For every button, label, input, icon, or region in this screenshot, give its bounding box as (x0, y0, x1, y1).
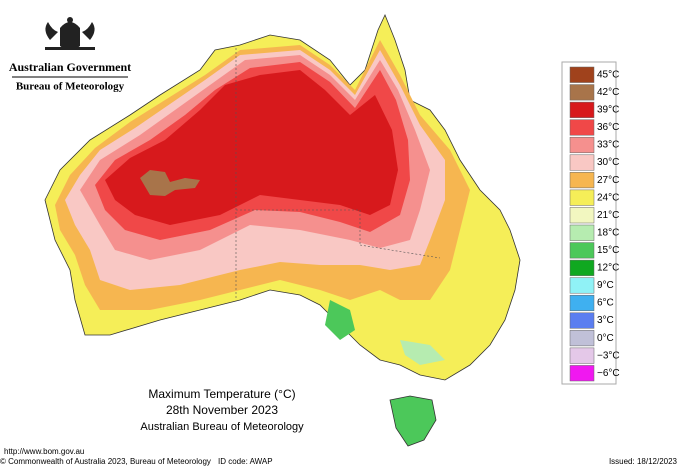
legend-label: 36°C (597, 122, 619, 133)
legend-swatch (569, 330, 595, 347)
footer-copyright: © Commonwealth of Australia 2023, Bureau… (0, 457, 211, 466)
crest (45, 17, 95, 50)
legend-label: 30°C (597, 157, 619, 168)
legend-swatch (569, 154, 595, 171)
legend-label: 27°C (597, 175, 619, 186)
subtitle: Australian Bureau of Meteorology (140, 421, 304, 433)
title: Maximum Temperature (°C) (148, 387, 295, 401)
legend-swatch (569, 101, 595, 118)
legend-label: 3°C (597, 315, 614, 326)
legend-label: 6°C (597, 298, 614, 309)
legend-swatch (569, 119, 595, 136)
legend-swatch (569, 189, 595, 206)
legend-swatch (569, 242, 595, 259)
legend-swatch (569, 172, 595, 189)
footer-id: ID code: AWAP (218, 457, 273, 466)
legend-swatch (569, 224, 595, 241)
header-government: Australian Government (9, 60, 131, 74)
legend: 45°C 42°C 39°C 36°C 33°C 30°C 27°C 24°C 21°C 18°C… (569, 66, 620, 382)
legend-label: 45°C (597, 69, 619, 80)
legend-label: 21°C (597, 210, 619, 221)
footer-url: http://www.bom.gov.au (4, 447, 84, 456)
legend-swatch (569, 136, 595, 154)
footer-issued: Issued: 18/12/2023 (609, 457, 678, 466)
legend-label: 15°C (597, 245, 619, 256)
legend-label: 9°C (597, 280, 614, 291)
temperature-map (44, 13, 521, 447)
legend-swatch (569, 259, 595, 276)
legend-swatch (569, 277, 595, 294)
legend-label: 24°C (597, 192, 619, 203)
legend-swatch (569, 66, 595, 83)
legend-label: −6°C (597, 368, 620, 379)
legend-label: 0°C (597, 333, 614, 344)
legend-label: 33°C (597, 140, 619, 151)
legend-swatch (569, 294, 595, 312)
legend-label: −3°C (597, 350, 620, 361)
legend-label: 18°C (597, 227, 619, 238)
legend-swatch (569, 365, 595, 382)
legend-label: 39°C (597, 105, 619, 116)
legend-label: 42°C (597, 87, 619, 98)
legend-swatch (569, 347, 595, 364)
legend-swatch (569, 207, 595, 224)
legend-label: 12°C (597, 263, 619, 274)
legend-swatch (569, 312, 595, 329)
header-bureau: Bureau of Meteorology (16, 81, 125, 93)
date: 28th November 2023 (166, 403, 278, 417)
legend-swatch (569, 84, 595, 101)
